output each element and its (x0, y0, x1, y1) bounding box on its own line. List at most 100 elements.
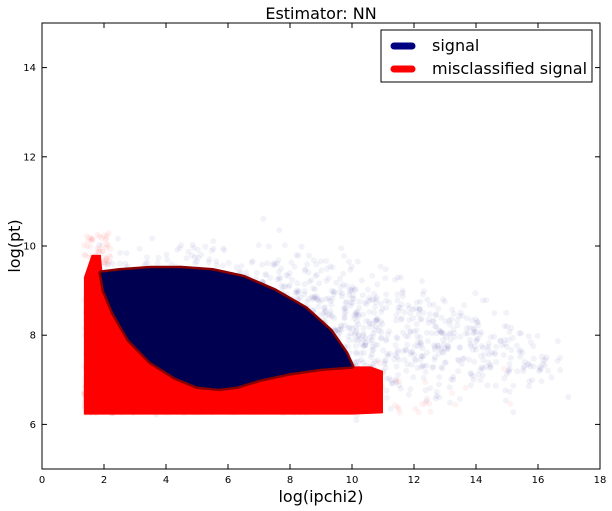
signal-point (353, 417, 360, 424)
signal-point (398, 316, 404, 323)
y-tick-label: 8 (30, 331, 36, 342)
signal-point (370, 346, 377, 353)
signal-point (505, 368, 512, 375)
signal-point (447, 337, 454, 343)
signal-point (330, 288, 337, 295)
signal-point (374, 342, 381, 348)
signal-point (346, 324, 353, 331)
signal-point (178, 242, 184, 249)
signal-point (459, 312, 466, 319)
signal-point (354, 337, 361, 344)
signal-point (338, 245, 345, 252)
signal-point (353, 309, 360, 316)
x-tick-label: 12 (408, 475, 421, 486)
signal-point (449, 306, 456, 313)
misclassified-signal-point (396, 378, 403, 385)
signal-point (337, 323, 344, 330)
signal-point (459, 356, 466, 362)
signal-point (530, 343, 537, 350)
signal-point (378, 329, 385, 336)
signal-point (505, 367, 512, 374)
signal-point (341, 310, 348, 317)
signal-point (503, 309, 510, 316)
signal-point (440, 349, 447, 356)
signal-point (404, 323, 411, 330)
chart-title: Estimator: NN (265, 4, 376, 23)
signal-point (394, 349, 401, 356)
misclassified-signal-point (507, 400, 514, 407)
misclassified-signal-point (106, 258, 113, 265)
signal-point (353, 359, 360, 366)
signal-point (413, 321, 420, 328)
signal-point (501, 336, 508, 343)
signal-point (392, 352, 399, 358)
x-tick-label: 8 (287, 475, 293, 486)
signal-point (445, 345, 452, 352)
signal-point (506, 388, 513, 395)
signal-point (267, 274, 274, 281)
signal-point (400, 348, 407, 355)
signal-point (473, 336, 480, 343)
signal-point (508, 325, 515, 331)
signal-point (435, 305, 442, 312)
misclassified-signal-point (94, 231, 101, 238)
signal-point (431, 356, 438, 363)
signal-point (430, 301, 437, 308)
signal-point (416, 306, 423, 313)
signal-point (370, 330, 377, 337)
legend-label-signal: signal (432, 36, 479, 55)
signal-point (398, 315, 405, 322)
signal-point (437, 328, 444, 335)
signal-point (305, 296, 312, 302)
signal-point (467, 343, 474, 349)
signal-point (363, 317, 369, 324)
signal-point (497, 338, 504, 344)
signal-point (377, 263, 384, 270)
signal-point (313, 271, 320, 278)
signal-point (397, 304, 404, 311)
signal-point (221, 247, 228, 254)
signal-point (392, 376, 399, 383)
signal-point (189, 241, 196, 248)
signal-point (472, 316, 479, 323)
signal-point (510, 382, 517, 389)
signal-point (398, 301, 405, 308)
signal-point (435, 344, 442, 351)
signal-point (360, 336, 367, 343)
signal-point (340, 270, 347, 277)
signal-point (311, 294, 318, 301)
misclassified-signal-point (102, 254, 108, 261)
signal-point (362, 341, 369, 348)
signal-point (292, 289, 299, 296)
signal-point (426, 311, 433, 318)
signal-point (499, 342, 505, 349)
signal-point (462, 330, 469, 337)
signal-point (316, 280, 323, 287)
signal-point (322, 304, 329, 311)
signal-point (410, 315, 417, 322)
signal-point (260, 215, 267, 222)
signal-point (395, 356, 402, 363)
signal-point (422, 387, 429, 394)
signal-point (378, 309, 385, 315)
y-tick-label: 6 (30, 420, 36, 431)
signal-point (362, 339, 369, 346)
signal-point (243, 269, 250, 276)
signal-point (362, 299, 368, 306)
signal-point (392, 342, 399, 348)
signal-point (412, 305, 419, 312)
signal-point (280, 283, 287, 290)
signal-point (463, 325, 470, 332)
signal-point (275, 257, 282, 264)
signal-point (352, 329, 359, 336)
signal-point (355, 333, 362, 340)
signal-point (339, 290, 346, 297)
signal-point (367, 297, 374, 304)
signal-point (420, 363, 427, 369)
signal-point (354, 308, 361, 315)
signal-point (434, 342, 441, 349)
signal-dense-core (100, 268, 353, 389)
signal-point (425, 319, 432, 326)
signal-point (415, 311, 422, 318)
signal-point (543, 354, 550, 361)
